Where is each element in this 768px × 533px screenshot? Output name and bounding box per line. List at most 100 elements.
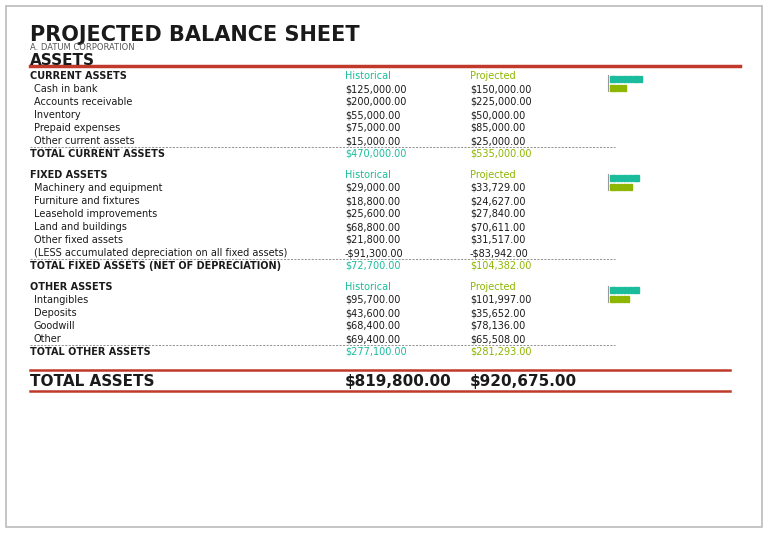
Text: Deposits: Deposits: [34, 308, 77, 318]
Text: $68,800.00: $68,800.00: [345, 222, 400, 232]
Text: -$91,300.00: -$91,300.00: [345, 248, 404, 258]
Text: $150,000.00: $150,000.00: [470, 84, 531, 94]
Text: $225,000.00: $225,000.00: [470, 97, 531, 107]
Text: Goodwill: Goodwill: [34, 321, 75, 331]
Bar: [617, 296, 619, 302]
Text: $15,000.00: $15,000.00: [345, 136, 400, 146]
Text: Cash in bank: Cash in bank: [34, 84, 98, 94]
Text: $33,729.00: $33,729.00: [470, 183, 525, 193]
Text: $43,600.00: $43,600.00: [345, 308, 400, 318]
Text: $27,840.00: $27,840.00: [470, 209, 525, 219]
Text: Historical: Historical: [345, 282, 391, 292]
Text: OTHER ASSETS: OTHER ASSETS: [30, 282, 112, 292]
Text: $819,800.00: $819,800.00: [345, 374, 452, 389]
Bar: [627, 296, 629, 302]
Bar: [617, 287, 619, 293]
Bar: [627, 76, 629, 82]
Text: $24,627.00: $24,627.00: [470, 196, 525, 206]
Bar: [614, 76, 616, 82]
Bar: [623, 296, 626, 302]
Text: $78,136.00: $78,136.00: [470, 321, 525, 331]
Text: TOTAL FIXED ASSETS (NET OF DEPRECIATION): TOTAL FIXED ASSETS (NET OF DEPRECIATION): [30, 261, 281, 271]
Bar: [637, 175, 639, 181]
Text: Prepaid expenses: Prepaid expenses: [34, 123, 121, 133]
Text: PROJECTED BALANCE SHEET: PROJECTED BALANCE SHEET: [30, 25, 359, 45]
Text: Inventory: Inventory: [34, 110, 81, 120]
Bar: [617, 175, 619, 181]
Bar: [637, 76, 639, 82]
Bar: [640, 76, 642, 82]
Bar: [623, 184, 626, 190]
Bar: [633, 175, 636, 181]
Bar: [633, 287, 636, 293]
Text: Land and buildings: Land and buildings: [34, 222, 127, 232]
Text: $50,000.00: $50,000.00: [470, 110, 525, 120]
Text: Historical: Historical: [345, 170, 391, 180]
Text: $72,700.00: $72,700.00: [345, 261, 400, 271]
Text: $21,800.00: $21,800.00: [345, 235, 400, 245]
Bar: [610, 296, 613, 302]
Text: Intangibles: Intangibles: [34, 295, 88, 305]
Bar: [620, 85, 622, 91]
Bar: [610, 85, 613, 91]
Bar: [620, 184, 622, 190]
Text: $200,000.00: $200,000.00: [345, 97, 406, 107]
Bar: [623, 175, 626, 181]
Text: FIXED ASSETS: FIXED ASSETS: [30, 170, 108, 180]
Text: $277,100.00: $277,100.00: [345, 347, 406, 357]
Text: $104,382.00: $104,382.00: [470, 261, 531, 271]
Text: $920,675.00: $920,675.00: [470, 374, 577, 389]
Text: Furniture and fixtures: Furniture and fixtures: [34, 196, 140, 206]
Text: $25,000.00: $25,000.00: [470, 136, 525, 146]
Bar: [617, 184, 619, 190]
Text: Other fixed assets: Other fixed assets: [34, 235, 123, 245]
Text: Leasehold improvements: Leasehold improvements: [34, 209, 157, 219]
Text: A. DATUM CORPORATION: A. DATUM CORPORATION: [30, 43, 134, 52]
Text: Projected: Projected: [470, 71, 515, 81]
Bar: [617, 85, 619, 91]
Bar: [610, 175, 613, 181]
Text: $69,400.00: $69,400.00: [345, 334, 400, 344]
Text: Projected: Projected: [470, 170, 515, 180]
Bar: [620, 76, 622, 82]
Text: $65,508.00: $65,508.00: [470, 334, 525, 344]
Text: $535,000.00: $535,000.00: [470, 149, 531, 159]
Bar: [630, 184, 632, 190]
Text: Accounts receivable: Accounts receivable: [34, 97, 132, 107]
Text: $95,700.00: $95,700.00: [345, 295, 400, 305]
Bar: [610, 184, 613, 190]
Bar: [617, 76, 619, 82]
Bar: [627, 287, 629, 293]
Bar: [630, 175, 632, 181]
Bar: [637, 287, 639, 293]
Text: $125,000.00: $125,000.00: [345, 84, 406, 94]
Bar: [610, 76, 613, 82]
Bar: [614, 85, 616, 91]
Bar: [620, 175, 622, 181]
Bar: [620, 287, 622, 293]
Text: Other: Other: [34, 334, 61, 344]
Text: -$83,942.00: -$83,942.00: [470, 248, 528, 258]
Text: $85,000.00: $85,000.00: [470, 123, 525, 133]
Text: $55,000.00: $55,000.00: [345, 110, 400, 120]
Bar: [630, 76, 632, 82]
Bar: [614, 296, 616, 302]
Bar: [610, 287, 613, 293]
Text: $25,600.00: $25,600.00: [345, 209, 400, 219]
Bar: [623, 76, 626, 82]
Text: TOTAL OTHER ASSETS: TOTAL OTHER ASSETS: [30, 347, 151, 357]
Text: $75,000.00: $75,000.00: [345, 123, 400, 133]
Text: $18,800.00: $18,800.00: [345, 196, 400, 206]
Bar: [620, 296, 622, 302]
Bar: [614, 287, 616, 293]
Text: $281,293.00: $281,293.00: [470, 347, 531, 357]
Text: $35,652.00: $35,652.00: [470, 308, 525, 318]
Text: $70,611.00: $70,611.00: [470, 222, 525, 232]
Text: Machinery and equipment: Machinery and equipment: [34, 183, 163, 193]
Text: Projected: Projected: [470, 282, 515, 292]
Text: $470,000.00: $470,000.00: [345, 149, 406, 159]
Text: $29,000.00: $29,000.00: [345, 183, 400, 193]
Bar: [630, 287, 632, 293]
Bar: [623, 85, 626, 91]
Text: TOTAL ASSETS: TOTAL ASSETS: [30, 374, 154, 389]
